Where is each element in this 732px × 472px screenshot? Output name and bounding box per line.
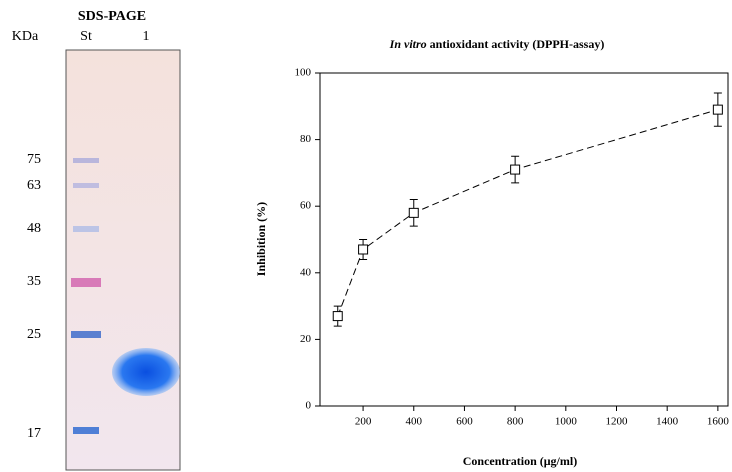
x-tick-label: 200 [355,416,372,428]
gel-band [73,226,99,232]
data-point [713,105,722,114]
marker-label: 75 [27,152,41,167]
y-tick-label: 40 [300,266,312,278]
chart-title: In vitro antioxidant activity (DPPH-assa… [389,37,605,51]
plot-frame [320,73,728,406]
lane-label: 1 [143,29,150,44]
y-tick-label: 0 [306,400,312,412]
page: SDS-PAGE KDa St 1 75 63 48 35 25 17 In v… [0,0,732,472]
data-point [511,165,520,174]
y-tick-label: 20 [300,333,312,345]
marker-label: 25 [27,327,41,342]
x-tick-label: 1600 [707,416,730,428]
marker-label: 35 [27,274,41,289]
gel-title: SDS-PAGE [78,9,146,24]
y-axis-label: Inhibition (%) [254,202,268,276]
lane-label: St [80,29,92,44]
gel-band [112,348,180,396]
x-tick-label: 1200 [605,416,628,428]
y-tick-label: 60 [300,200,312,212]
marker-label: 48 [27,221,41,236]
x-tick-label: 800 [507,416,524,428]
x-axis-label: Concentration (μg/ml) [463,454,577,468]
chart-title-italic: In vitro [389,37,427,51]
gel-band [73,158,99,163]
data-point [333,312,342,321]
x-tick-label: 1400 [656,416,679,428]
data-line [338,110,718,316]
gel-band [73,427,99,434]
gel-unit: KDa [12,29,39,44]
gel-band [71,331,101,338]
data-point [409,208,418,217]
figure: SDS-PAGE KDa St 1 75 63 48 35 25 17 In v… [0,0,732,472]
gel: SDS-PAGE KDa St 1 75 63 48 35 25 17 [12,9,180,470]
x-tick-label: 1000 [555,416,578,428]
marker-label: 17 [27,426,41,441]
marker-label: 63 [27,178,41,193]
data-point [359,245,368,254]
x-tick-label: 400 [406,416,423,428]
y-tick-label: 100 [295,67,312,79]
gel-band [71,278,101,287]
chart-title-rest: antioxidant activity (DPPH-assay) [427,37,605,51]
x-tick-label: 600 [456,416,473,428]
gel-image [66,50,180,470]
y-tick-label: 80 [300,133,312,145]
gel-band [73,183,99,188]
